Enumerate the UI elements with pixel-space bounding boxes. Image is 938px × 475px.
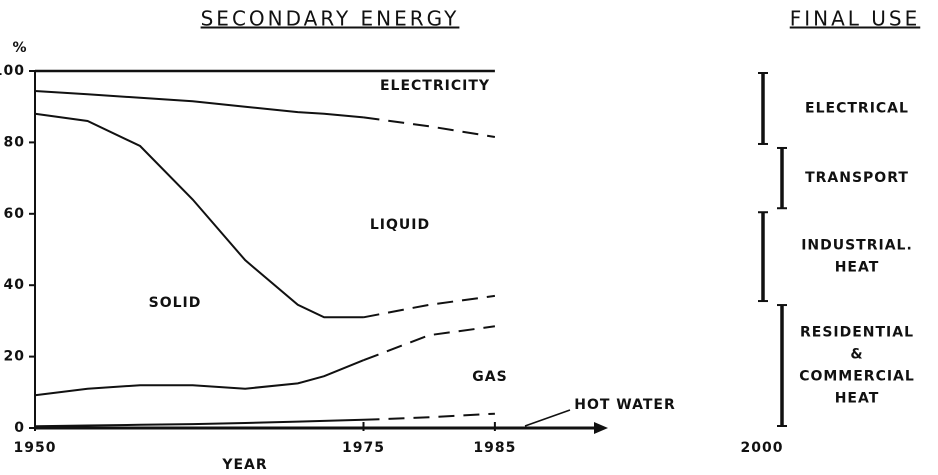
y-tick-label: 20 bbox=[4, 349, 25, 365]
bracket-label: HEAT bbox=[835, 260, 880, 276]
x-tick-label: 1975 bbox=[342, 440, 385, 456]
series-line-projected bbox=[363, 412, 495, 421]
x-axis-arrow bbox=[594, 422, 608, 434]
bracket-label: RESIDENTIAL bbox=[800, 325, 914, 341]
series-line-projected bbox=[363, 116, 496, 138]
series-line-projected bbox=[363, 325, 496, 362]
series-line bbox=[34, 418, 364, 428]
bracket-label: TRANSPORT bbox=[805, 170, 909, 186]
y-tick-label: 80 bbox=[4, 134, 25, 150]
series-line-projected bbox=[363, 294, 496, 319]
chart-title: FINAL USE bbox=[790, 7, 921, 31]
series-label: ELECTRICITY bbox=[380, 78, 490, 94]
leader-line bbox=[524, 409, 571, 427]
series-label: GAS bbox=[472, 369, 507, 385]
bracket-label: & bbox=[850, 347, 863, 363]
series-line bbox=[34, 359, 364, 397]
bracket-label: COMMERCIAL bbox=[799, 369, 915, 385]
bracket-label: ELECTRICAL bbox=[805, 100, 909, 116]
series-line bbox=[34, 112, 364, 319]
y-tick-label: 0 bbox=[14, 420, 25, 436]
x-tick-label: 1950 bbox=[14, 440, 57, 456]
x-tick-label: 2000 bbox=[741, 440, 784, 456]
series-label: LIQUID bbox=[370, 217, 430, 233]
y-tick-label: 60 bbox=[4, 206, 25, 222]
series-label: SOLID bbox=[149, 295, 202, 311]
x-axis-label: YEAR bbox=[221, 457, 267, 473]
y-tick-label: 100 bbox=[0, 63, 25, 79]
y-tick-label: 40 bbox=[4, 277, 25, 293]
x-tick-label: 1985 bbox=[473, 440, 516, 456]
chart-title: SECONDARY ENERGY bbox=[201, 7, 460, 31]
y-axis-label: % bbox=[12, 40, 27, 56]
series-line bbox=[34, 90, 364, 119]
bracket-label: INDUSTRIAL. bbox=[801, 238, 913, 254]
series-label: HOT WATER bbox=[574, 397, 676, 413]
bracket-label: HEAT bbox=[835, 391, 880, 407]
